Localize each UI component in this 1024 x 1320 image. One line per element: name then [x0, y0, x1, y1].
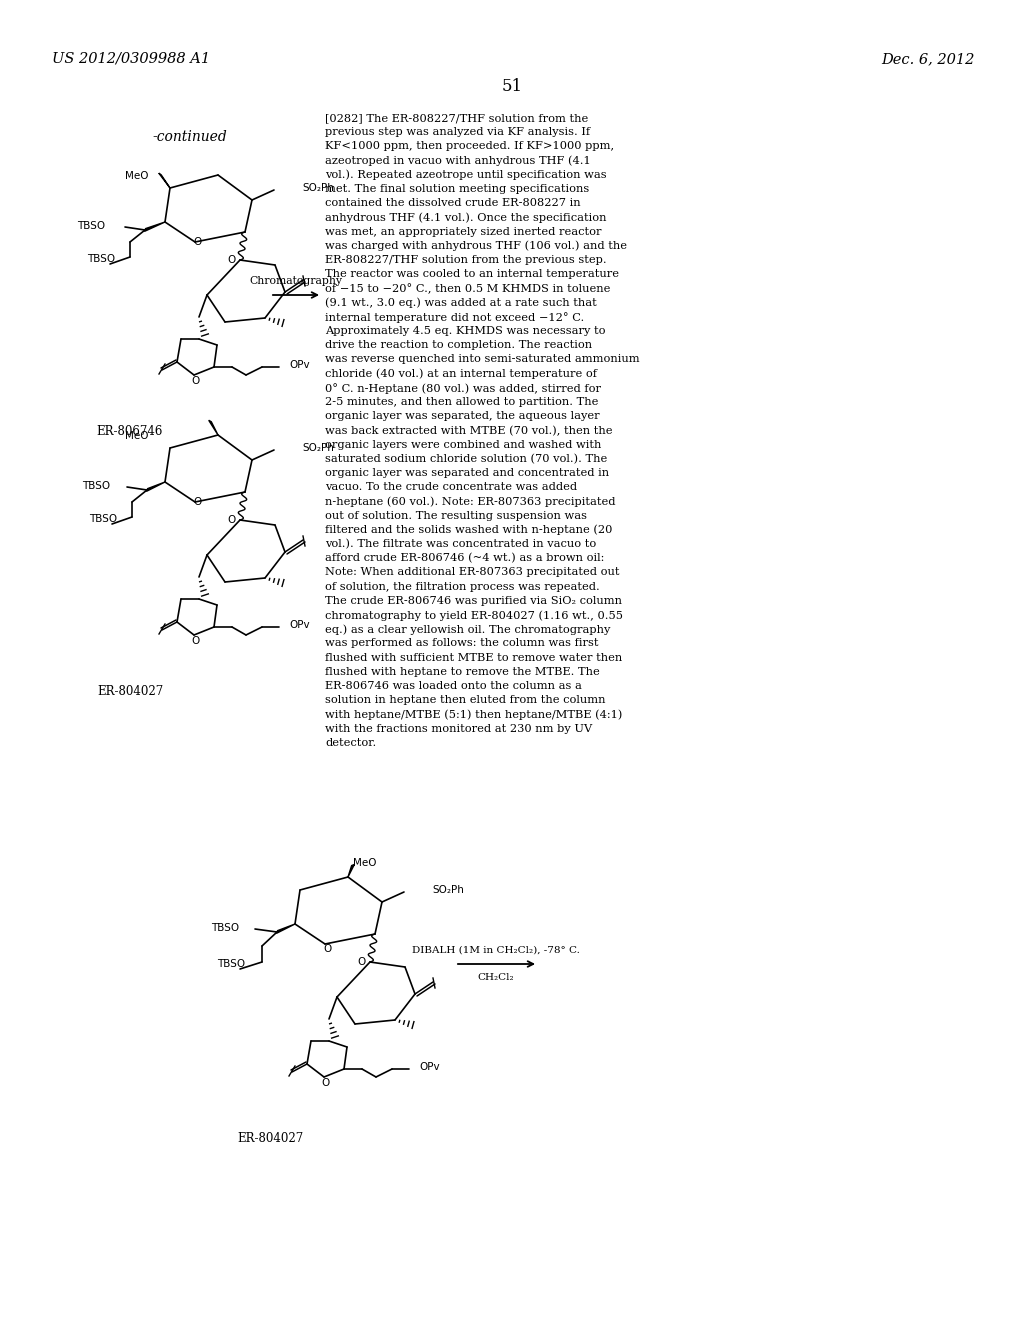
Text: filtered and the solids washed with n-heptane (20: filtered and the solids washed with n-he…	[325, 525, 612, 536]
Text: Approximately 4.5 eq. KHMDS was necessary to: Approximately 4.5 eq. KHMDS was necessar…	[325, 326, 605, 337]
Text: Chromatography: Chromatography	[250, 276, 342, 286]
Text: TBSO: TBSO	[211, 923, 239, 933]
Text: O: O	[228, 255, 237, 265]
Text: of solution, the filtration process was repeated.: of solution, the filtration process was …	[325, 582, 600, 591]
Text: KF<1000 ppm, then proceeded. If KF>1000 ppm,: KF<1000 ppm, then proceeded. If KF>1000 …	[325, 141, 614, 152]
Text: organic layers were combined and washed with: organic layers were combined and washed …	[325, 440, 601, 450]
Text: OPv: OPv	[289, 360, 309, 370]
Polygon shape	[348, 865, 354, 876]
Text: MeO: MeO	[353, 858, 377, 869]
Text: TBSO: TBSO	[217, 960, 245, 969]
Text: OPv: OPv	[419, 1063, 439, 1072]
Text: chloride (40 vol.) at an internal temperature of: chloride (40 vol.) at an internal temper…	[325, 368, 597, 379]
Text: US 2012/0309988 A1: US 2012/0309988 A1	[52, 51, 210, 66]
Text: MeO: MeO	[125, 432, 148, 441]
Text: DIBALH (1M in CH₂Cl₂), -78° C.: DIBALH (1M in CH₂Cl₂), -78° C.	[412, 946, 580, 954]
Text: solution in heptane then eluted from the column: solution in heptane then eluted from the…	[325, 696, 605, 705]
Text: SO₂Ph: SO₂Ph	[302, 183, 334, 193]
Text: afford crude ER-806746 (~4 wt.) as a brown oil:: afford crude ER-806746 (~4 wt.) as a bro…	[325, 553, 604, 564]
Text: TBSO: TBSO	[82, 480, 110, 491]
Text: 0° C. n-Heptane (80 vol.) was added, stirred for: 0° C. n-Heptane (80 vol.) was added, sti…	[325, 383, 601, 393]
Polygon shape	[276, 924, 295, 933]
Polygon shape	[144, 222, 165, 231]
Text: saturated sodium chloride solution (70 vol.). The: saturated sodium chloride solution (70 v…	[325, 454, 607, 465]
Text: Note: When additional ER-807363 precipitated out: Note: When additional ER-807363 precipit…	[325, 568, 620, 577]
Text: flushed with heptane to remove the MTBE. The: flushed with heptane to remove the MTBE.…	[325, 667, 600, 677]
Text: met. The final solution meeting specifications: met. The final solution meeting specific…	[325, 183, 589, 194]
Text: contained the dissolved crude ER-808227 in: contained the dissolved crude ER-808227 …	[325, 198, 581, 209]
Text: vol.). The filtrate was concentrated in vacuo to: vol.). The filtrate was concentrated in …	[325, 539, 596, 549]
Text: drive the reaction to completion. The reaction: drive the reaction to completion. The re…	[325, 341, 592, 350]
Text: Dec. 6, 2012: Dec. 6, 2012	[882, 51, 975, 66]
Polygon shape	[146, 482, 165, 491]
Text: ER-804027: ER-804027	[237, 1133, 303, 1144]
Text: [0282] The ER-808227/THF solution from the: [0282] The ER-808227/THF solution from t…	[325, 114, 588, 123]
Text: 51: 51	[502, 78, 522, 95]
Text: 2-5 minutes, and then allowed to partition. The: 2-5 minutes, and then allowed to partiti…	[325, 397, 598, 407]
Text: CH₂Cl₂: CH₂Cl₂	[477, 973, 514, 982]
Text: was performed as follows: the column was first: was performed as follows: the column was…	[325, 639, 598, 648]
Text: The reactor was cooled to an internal temperature: The reactor was cooled to an internal te…	[325, 269, 618, 280]
Text: MeO: MeO	[125, 172, 148, 181]
Text: O: O	[357, 957, 367, 968]
Text: with heptane/MTBE (5:1) then heptane/MTBE (4:1): with heptane/MTBE (5:1) then heptane/MTB…	[325, 709, 623, 719]
Text: previous step was analyzed via KF analysis. If: previous step was analyzed via KF analys…	[325, 127, 590, 137]
Text: vol.). Repeated azeotrope until specification was: vol.). Repeated azeotrope until specific…	[325, 170, 606, 181]
Text: vacuo. To the crude concentrate was added: vacuo. To the crude concentrate was adde…	[325, 482, 578, 492]
Text: was charged with anhydrous THF (106 vol.) and the: was charged with anhydrous THF (106 vol.…	[325, 240, 627, 251]
Text: O: O	[228, 515, 237, 525]
Text: O: O	[191, 376, 200, 385]
Text: with the fractions monitored at 230 nm by UV: with the fractions monitored at 230 nm b…	[325, 723, 592, 734]
Text: anhydrous THF (4.1 vol.). Once the specification: anhydrous THF (4.1 vol.). Once the speci…	[325, 213, 606, 223]
Text: ER-804027: ER-804027	[97, 685, 163, 698]
Text: O: O	[194, 498, 202, 507]
Text: ER-806746 was loaded onto the column as a: ER-806746 was loaded onto the column as …	[325, 681, 582, 690]
Text: O: O	[324, 944, 332, 954]
Text: O: O	[191, 636, 200, 645]
Text: ER-806746: ER-806746	[97, 425, 163, 438]
Text: was met, an appropriately sized inerted reactor: was met, an appropriately sized inerted …	[325, 227, 601, 236]
Polygon shape	[159, 173, 170, 187]
Text: (9.1 wt., 3.0 eq.) was added at a rate such that: (9.1 wt., 3.0 eq.) was added at a rate s…	[325, 297, 597, 308]
Text: ER-808227/THF solution from the previous step.: ER-808227/THF solution from the previous…	[325, 255, 606, 265]
Text: n-heptane (60 vol.). Note: ER-807363 precipitated: n-heptane (60 vol.). Note: ER-807363 pre…	[325, 496, 615, 507]
Text: was reverse quenched into semi-saturated ammonium: was reverse quenched into semi-saturated…	[325, 354, 640, 364]
Text: internal temperature did not exceed −12° C.: internal temperature did not exceed −12°…	[325, 312, 585, 322]
Text: chromatography to yield ER-804027 (1.16 wt., 0.55: chromatography to yield ER-804027 (1.16 …	[325, 610, 623, 620]
Text: out of solution. The resulting suspension was: out of solution. The resulting suspensio…	[325, 511, 587, 520]
Text: azeotroped in vacuo with anhydrous THF (4.1: azeotroped in vacuo with anhydrous THF (…	[325, 156, 591, 166]
Text: of −15 to −20° C., then 0.5 M KHMDS in toluene: of −15 to −20° C., then 0.5 M KHMDS in t…	[325, 284, 610, 294]
Text: detector.: detector.	[325, 738, 376, 748]
Text: SO₂Ph: SO₂Ph	[302, 444, 334, 453]
Text: TBSO: TBSO	[89, 513, 117, 524]
Text: O: O	[194, 238, 202, 247]
Text: organic layer was separated and concentrated in: organic layer was separated and concentr…	[325, 469, 609, 478]
Text: SO₂Ph: SO₂Ph	[432, 884, 464, 895]
Text: organic layer was separated, the aqueous layer: organic layer was separated, the aqueous…	[325, 412, 600, 421]
Text: flushed with sufficient MTBE to remove water then: flushed with sufficient MTBE to remove w…	[325, 652, 623, 663]
Text: eq.) as a clear yellowish oil. The chromatography: eq.) as a clear yellowish oil. The chrom…	[325, 624, 610, 635]
Polygon shape	[209, 420, 218, 436]
Text: TBSO: TBSO	[77, 220, 105, 231]
Text: The crude ER-806746 was purified via SiO₂ column: The crude ER-806746 was purified via SiO…	[325, 595, 622, 606]
Text: O: O	[322, 1078, 330, 1088]
Text: OPv: OPv	[289, 620, 309, 630]
Text: was back extracted with MTBE (70 vol.), then the: was back extracted with MTBE (70 vol.), …	[325, 425, 612, 436]
Text: TBSO: TBSO	[87, 253, 115, 264]
Text: -continued: -continued	[153, 129, 227, 144]
